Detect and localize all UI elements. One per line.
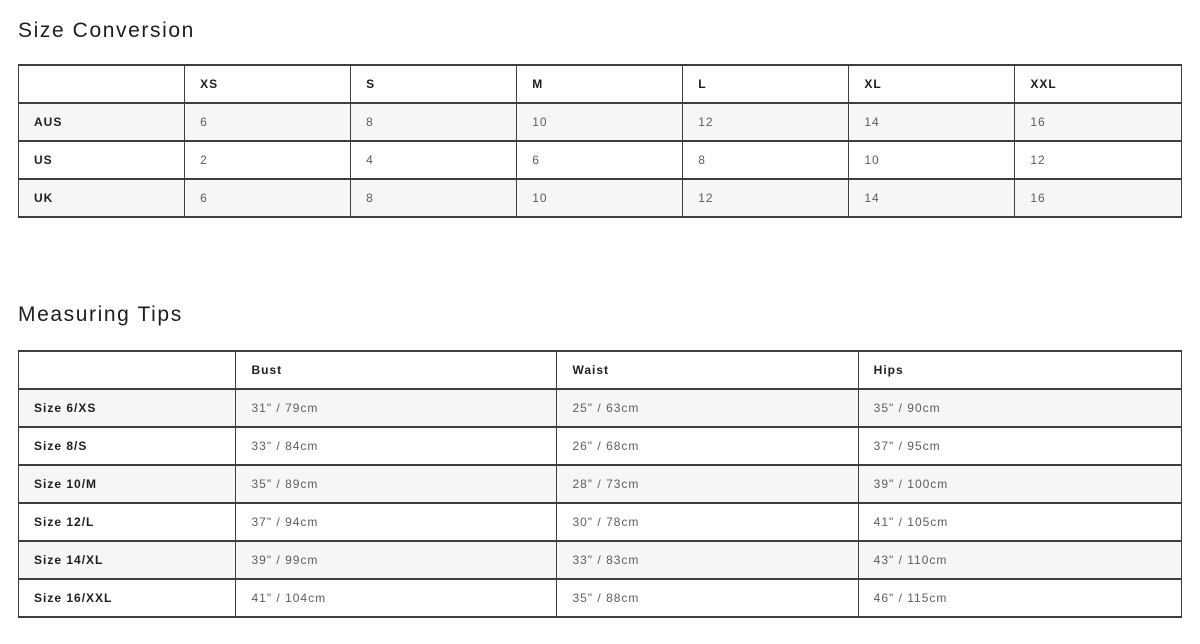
table-row-aus: AUS 6 8 10 12 14 16 [17, 102, 1182, 142]
cell-value: 10 [848, 140, 1016, 180]
measuring-tips-col-hips: Hips [857, 350, 1183, 390]
measuring-tips-table: Bust Waist Hips Size 6/XS 31" / 79cm 25"… [17, 350, 1183, 618]
cell-value: 14 [848, 102, 1016, 142]
size-conversion-col-xs: XS [184, 64, 352, 104]
row-label: Size 16/XXL [17, 578, 237, 618]
cell-value: 14 [848, 178, 1016, 218]
row-label: Size 6/XS [17, 388, 237, 428]
size-conversion-col-xxl: XXL [1014, 64, 1182, 104]
cell-value: 10 [516, 102, 684, 142]
size-conversion-title: Size Conversion [18, 19, 195, 42]
table-row-size-8-s: Size 8/S 33" / 84cm 26" / 68cm 37" / 95c… [17, 426, 1183, 466]
cell-value: 46" / 115cm [857, 578, 1183, 618]
cell-value: 26" / 68cm [556, 426, 859, 466]
row-label: AUS [17, 102, 186, 142]
cell-value: 8 [350, 178, 518, 218]
measuring-tips-col-bust: Bust [235, 350, 558, 390]
cell-value: 35" / 90cm [857, 388, 1183, 428]
size-conversion-col-s: S [350, 64, 518, 104]
cell-value: 25" / 63cm [556, 388, 859, 428]
cell-value: 39" / 99cm [235, 540, 558, 580]
cell-value: 12 [682, 178, 850, 218]
cell-value: 33" / 83cm [556, 540, 859, 580]
cell-value: 41" / 104cm [235, 578, 558, 618]
cell-value: 43" / 110cm [857, 540, 1183, 580]
size-conversion-header-row: XS S M L XL XXL [17, 64, 1182, 104]
table-row-size-10-m: Size 10/M 35" / 89cm 28" / 73cm 39" / 10… [17, 464, 1183, 504]
cell-value: 8 [350, 102, 518, 142]
row-label: Size 10/M [17, 464, 237, 504]
cell-value: 16 [1014, 102, 1182, 142]
table-row-size-16-xxl: Size 16/XXL 41" / 104cm 35" / 88cm 46" /… [17, 578, 1183, 618]
cell-value: 16 [1014, 178, 1182, 218]
cell-value: 6 [184, 178, 352, 218]
size-conversion-table: XS S M L XL XXL AUS 6 8 10 12 14 16 US 2… [17, 64, 1182, 218]
size-conversion-col-m: M [516, 64, 684, 104]
cell-value: 35" / 88cm [556, 578, 859, 618]
cell-value: 28" / 73cm [556, 464, 859, 504]
measuring-tips-header-row: Bust Waist Hips [17, 350, 1183, 390]
cell-value: 33" / 84cm [235, 426, 558, 466]
cell-value: 37" / 95cm [857, 426, 1183, 466]
table-row-size-14-xl: Size 14/XL 39" / 99cm 33" / 83cm 43" / 1… [17, 540, 1183, 580]
cell-value: 12 [682, 102, 850, 142]
measuring-tips-title: Measuring Tips [18, 303, 183, 326]
measuring-tips-col-waist: Waist [556, 350, 859, 390]
row-label: UK [17, 178, 186, 218]
row-label: Size 8/S [17, 426, 237, 466]
measuring-tips-corner-cell [17, 350, 237, 390]
table-row-uk: UK 6 8 10 12 14 16 [17, 178, 1182, 218]
size-conversion-col-xl: XL [848, 64, 1016, 104]
cell-value: 39" / 100cm [857, 464, 1183, 504]
cell-value: 2 [184, 140, 352, 180]
cell-value: 41" / 105cm [857, 502, 1183, 542]
table-row-size-6-xs: Size 6/XS 31" / 79cm 25" / 63cm 35" / 90… [17, 388, 1183, 428]
row-label: Size 12/L [17, 502, 237, 542]
cell-value: 6 [184, 102, 352, 142]
row-label: US [17, 140, 186, 180]
cell-value: 30" / 78cm [556, 502, 859, 542]
cell-value: 6 [516, 140, 684, 180]
cell-value: 31" / 79cm [235, 388, 558, 428]
table-row-size-12-l: Size 12/L 37" / 94cm 30" / 78cm 41" / 10… [17, 502, 1183, 542]
size-conversion-col-l: L [682, 64, 850, 104]
size-conversion-corner-cell [17, 64, 186, 104]
cell-value: 12 [1014, 140, 1182, 180]
cell-value: 8 [682, 140, 850, 180]
table-row-us: US 2 4 6 8 10 12 [17, 140, 1182, 180]
cell-value: 35" / 89cm [235, 464, 558, 504]
cell-value: 4 [350, 140, 518, 180]
row-label: Size 14/XL [17, 540, 237, 580]
cell-value: 10 [516, 178, 684, 218]
cell-value: 37" / 94cm [235, 502, 558, 542]
